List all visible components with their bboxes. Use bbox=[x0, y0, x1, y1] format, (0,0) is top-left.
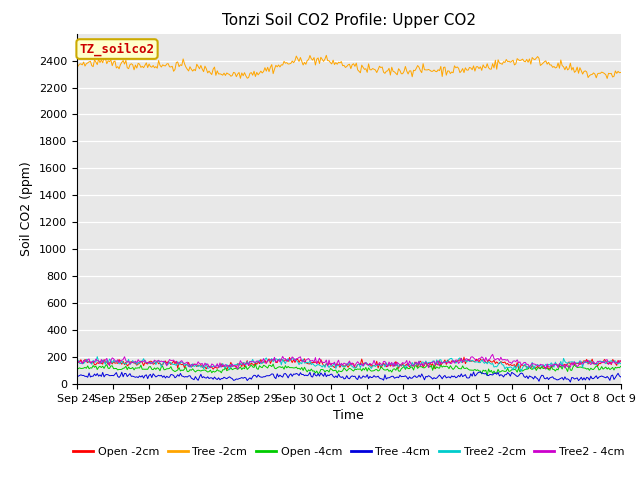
Legend: Open -2cm, Tree -2cm, Open -4cm, Tree -4cm, Tree2 -2cm, Tree2 - 4cm: Open -2cm, Tree -2cm, Open -4cm, Tree -4… bbox=[69, 442, 628, 461]
X-axis label: Time: Time bbox=[333, 409, 364, 422]
Title: Tonzi Soil CO2 Profile: Upper CO2: Tonzi Soil CO2 Profile: Upper CO2 bbox=[222, 13, 476, 28]
Text: TZ_soilco2: TZ_soilco2 bbox=[79, 42, 154, 56]
Y-axis label: Soil CO2 (ppm): Soil CO2 (ppm) bbox=[20, 161, 33, 256]
